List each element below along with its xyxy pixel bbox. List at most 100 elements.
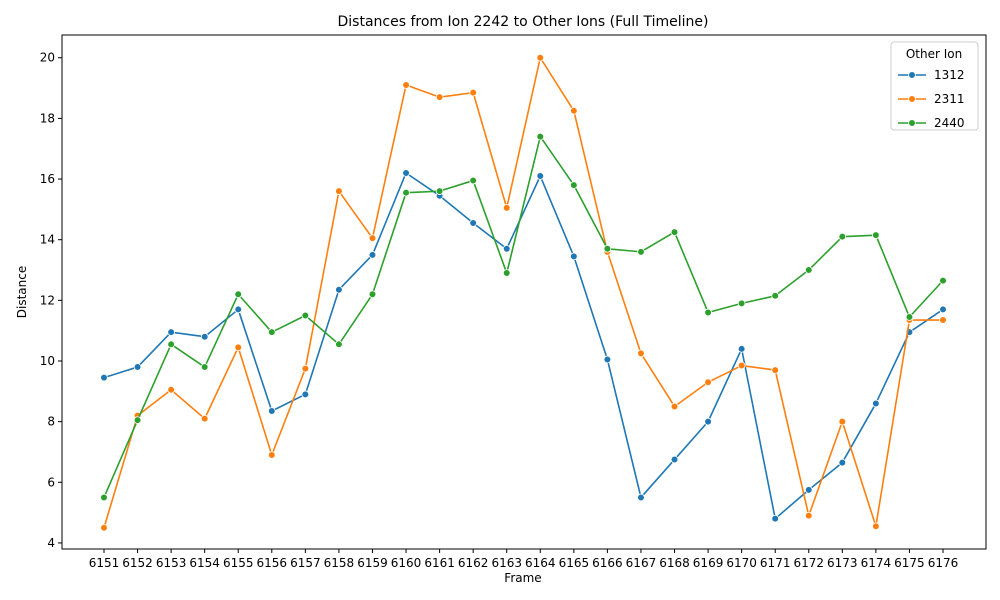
x-tick-label: 6163 xyxy=(491,556,522,570)
y-tick-label: 4 xyxy=(47,536,55,550)
data-point xyxy=(536,132,545,141)
data-point xyxy=(670,228,679,236)
y-axis: 4 6 8 10 12 14 16 18 20 xyxy=(40,51,62,550)
data-point xyxy=(167,385,175,394)
data-point xyxy=(737,361,746,370)
data-point xyxy=(637,248,645,256)
data-point xyxy=(301,311,310,320)
data-point xyxy=(234,290,243,299)
data-point xyxy=(670,455,679,464)
data-point xyxy=(939,316,947,324)
legend-frame xyxy=(890,41,979,131)
series-line xyxy=(103,56,943,529)
data-point xyxy=(368,251,377,259)
legend-item-2311: 2311 xyxy=(898,92,965,106)
data-point xyxy=(939,276,947,285)
data-point xyxy=(402,188,410,197)
legend-item-2440: 2440 xyxy=(898,116,965,130)
x-tick-label: 6174 xyxy=(861,556,892,570)
data-point xyxy=(200,332,209,341)
x-tick-label: 6158 xyxy=(324,556,355,570)
data-point xyxy=(603,355,612,364)
x-tick-label: 6168 xyxy=(659,556,690,570)
x-tick-label: 6156 xyxy=(257,556,288,570)
data-point xyxy=(469,88,477,97)
data-point xyxy=(872,399,880,408)
x-tick-label: 6155 xyxy=(223,556,254,570)
x-tick-label: 6176 xyxy=(928,556,959,570)
data-point xyxy=(771,291,779,300)
y-tick-label: 20 xyxy=(40,51,55,65)
x-tick-label: 6166 xyxy=(592,556,623,570)
series-2440 xyxy=(100,132,947,502)
x-tick-label: 6170 xyxy=(726,556,757,570)
data-point xyxy=(838,232,847,241)
y-tick-label: 16 xyxy=(40,172,55,186)
data-point xyxy=(502,269,511,277)
x-tick-label: 6171 xyxy=(760,556,791,570)
data-point xyxy=(167,328,175,336)
data-point xyxy=(100,523,108,532)
x-tick-label: 6154 xyxy=(189,556,220,570)
data-point xyxy=(838,417,847,426)
data-point xyxy=(469,219,477,227)
legend-swatch-marker xyxy=(908,71,916,79)
y-axis-label: Distance xyxy=(15,266,29,318)
data-point xyxy=(133,416,142,424)
data-point xyxy=(402,81,410,89)
data-point xyxy=(234,343,243,352)
plot-area-frame xyxy=(61,34,987,550)
series-layer xyxy=(100,53,947,532)
data-point xyxy=(536,53,545,62)
data-point xyxy=(570,252,578,261)
data-point xyxy=(335,187,343,195)
data-point xyxy=(368,290,377,299)
series-2311 xyxy=(100,53,947,532)
data-point xyxy=(771,514,779,523)
data-point xyxy=(301,390,310,399)
data-point xyxy=(234,305,243,314)
x-tick-label: 6159 xyxy=(357,556,388,570)
data-point xyxy=(704,417,712,426)
data-point xyxy=(502,244,511,253)
x-tick-label: 6152 xyxy=(122,556,153,570)
x-tick-label: 6153 xyxy=(156,556,187,570)
x-axis-label: Frame xyxy=(504,571,541,585)
data-point xyxy=(435,187,444,195)
data-point xyxy=(502,204,511,212)
x-tick-label: 6169 xyxy=(693,556,724,570)
legend-swatch-marker xyxy=(908,95,916,103)
x-tick-label: 6173 xyxy=(827,556,858,570)
data-point xyxy=(200,414,209,423)
data-point xyxy=(536,172,545,180)
data-point xyxy=(200,363,209,371)
x-tick-label: 6164 xyxy=(525,556,556,570)
y-tick-label: 10 xyxy=(40,354,55,368)
data-point xyxy=(939,305,947,314)
legend-title: Other Ion xyxy=(906,47,962,61)
data-point xyxy=(804,511,813,520)
data-point xyxy=(435,93,444,101)
y-tick-label: 8 xyxy=(47,415,55,429)
data-point xyxy=(267,328,276,336)
data-point xyxy=(167,340,175,349)
data-point xyxy=(301,364,310,373)
y-tick-label: 18 xyxy=(40,111,55,125)
x-tick-label: 6157 xyxy=(290,556,321,570)
x-tick-label: 6167 xyxy=(626,556,657,570)
data-point xyxy=(737,345,746,353)
y-tick-label: 14 xyxy=(40,233,55,247)
legend-label: 2440 xyxy=(934,116,965,130)
legend-item-1312: 1312 xyxy=(898,68,965,82)
data-point xyxy=(872,522,880,531)
legend-label: 1312 xyxy=(934,68,965,82)
legend-swatch-marker xyxy=(908,119,916,127)
y-tick-label: 12 xyxy=(40,293,55,307)
series-1312 xyxy=(100,169,947,523)
series-line xyxy=(103,172,944,520)
data-point xyxy=(100,373,108,382)
legend-label: 2311 xyxy=(934,92,965,106)
data-point xyxy=(804,486,813,494)
